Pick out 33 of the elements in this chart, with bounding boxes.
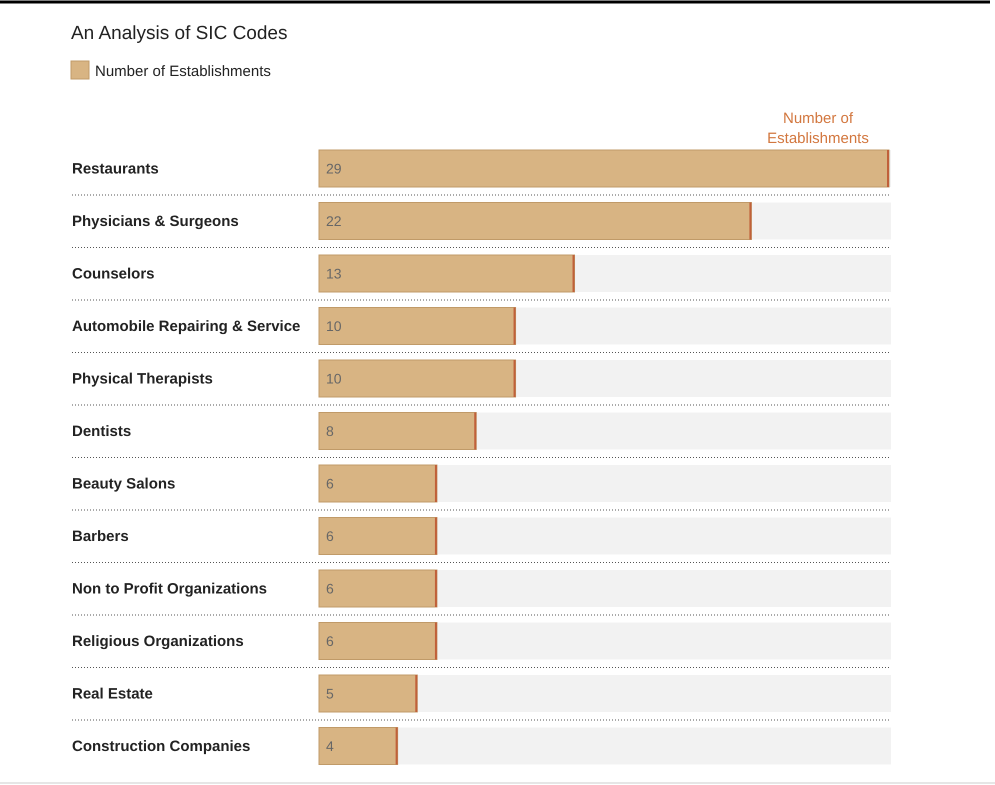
- y-tick-label: Religious Organizations: [72, 633, 244, 650]
- y-tick-label: Real Estate: [72, 686, 153, 702]
- bar: [318, 727, 398, 765]
- y-tick-label: Non to Profit Organizations: [72, 580, 267, 598]
- data-label: 13: [326, 266, 342, 282]
- data-label: 4: [326, 738, 334, 754]
- data-label: 29: [326, 160, 342, 176]
- x-axis-title: Number of Establishments: [767, 110, 869, 147]
- data-label: 6: [326, 528, 334, 544]
- y-tick-label: Barbers: [72, 528, 129, 545]
- y-tick-label: Dentists: [72, 423, 132, 440]
- y-tick-label: Beauty Salons: [72, 476, 176, 492]
- y-tick-label: Construction Companies: [72, 738, 250, 755]
- data-label: 10: [326, 370, 342, 386]
- y-tick-label: Restaurants: [72, 160, 159, 178]
- y-tick-label: Physicians & Surgeons: [72, 213, 239, 230]
- bar: [318, 622, 438, 660]
- y-tick-label: Automobile Repairing & Service: [72, 318, 300, 335]
- bar: [318, 674, 418, 712]
- data-label: 10: [326, 318, 342, 334]
- y-tick-label: Physical Therapists: [72, 370, 213, 388]
- data-label: 8: [326, 423, 334, 439]
- data-label: 22: [326, 213, 342, 229]
- data-label: 5: [326, 686, 334, 702]
- bar: [318, 570, 438, 608]
- data-label: 6: [326, 580, 334, 596]
- bar: [318, 517, 438, 555]
- bar: [318, 464, 438, 502]
- data-label: 6: [326, 633, 334, 649]
- legend-label: Number of Establishments: [95, 63, 271, 80]
- data-label: 6: [326, 476, 334, 492]
- chart-title: An Analysis of SIC Codes: [71, 23, 288, 44]
- y-tick-label: Counselors: [72, 266, 155, 282]
